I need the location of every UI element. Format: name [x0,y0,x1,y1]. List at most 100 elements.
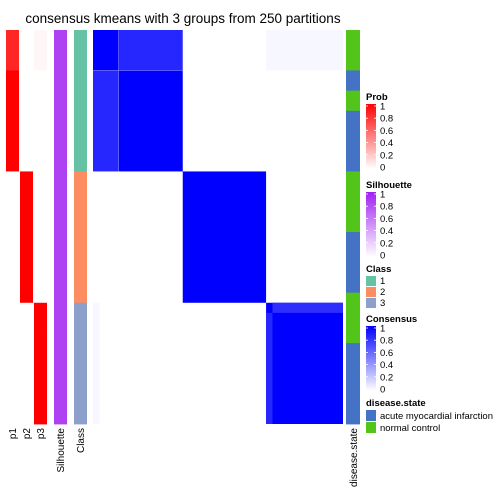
class-cell [74,353,87,364]
colorbar-tick: 0.8 [380,336,393,347]
p2-cell [20,323,33,334]
p1-cell [6,192,19,203]
colorbar-tick: 1 [380,102,385,113]
p2-cell [20,343,33,354]
p2-cell [20,373,33,384]
p3-cell [34,373,47,384]
class-cell [74,81,87,92]
consensus-block [266,30,343,70]
annotation-label: Silhouette [56,428,67,473]
p1-cell [6,40,19,51]
silhouette-cell [54,30,67,41]
class-cell [74,343,87,354]
disease-state-cell [346,363,360,374]
p2-cell [20,131,33,142]
annotation-label: p1 [8,428,19,440]
class-cell [74,384,87,395]
class-cell [74,182,87,193]
class-cell [74,141,87,152]
colorbar-tick: 0.6 [380,348,393,359]
p3-cell [34,91,47,102]
p3-cell [34,272,47,283]
p3-cell [34,192,47,203]
disease-state-cell [346,404,360,415]
p1-cell [6,212,19,223]
p3-cell [34,343,47,354]
p3-cell [34,333,47,344]
p1-cell [6,272,19,283]
p2-cell [20,232,33,243]
silhouette-cell [54,50,67,61]
colorbar [366,326,376,391]
p1-cell [6,394,19,405]
class-cell [74,202,87,213]
p3-cell [34,283,47,294]
colorbar-tick: 0.2 [380,238,393,249]
disease-state-cell [346,252,360,263]
disease-state-cell [346,91,360,102]
p3-cell [34,50,47,61]
class-cell [74,30,87,41]
p2-cell [20,161,33,172]
colorbar-tick: 0.4 [380,226,393,237]
disease-state-cell [346,323,360,334]
p2-cell [20,404,33,415]
p2-cell [20,262,33,273]
p2-cell [20,91,33,102]
disease-state-cell [346,131,360,142]
p3-cell [34,363,47,374]
class-cell [74,111,87,122]
p2-cell [20,141,33,152]
silhouette-cell [54,293,67,304]
p3-cell [34,323,47,334]
p3-cell [34,404,47,415]
legend-swatch [366,298,376,308]
p1-cell [6,333,19,344]
silhouette-cell [54,101,67,112]
colorbar-tick: 1 [380,190,385,201]
class-cell [74,151,87,162]
class-cell [74,293,87,304]
p3-cell [34,30,47,41]
p3-cell [34,222,47,233]
disease-state-cell [346,232,360,243]
silhouette-cell [54,182,67,193]
p2-cell [20,30,33,41]
legend-label: 3 [380,298,385,309]
class-cell [74,272,87,283]
silhouette-cell [54,40,67,51]
p2-cell [20,252,33,263]
colorbar [366,192,376,257]
p2-cell [20,293,33,304]
disease-state-cell [346,343,360,354]
silhouette-cell [54,70,67,81]
disease-state-cell [346,373,360,384]
p2-cell [20,222,33,233]
colorbar-tick: 0 [380,251,385,262]
p2-cell [20,192,33,203]
disease-state-cell [346,384,360,395]
legend-title: Silhouette [366,180,412,191]
class-cell [74,101,87,112]
p1-cell [6,131,19,142]
p3-cell [34,182,47,193]
disease-state-cell [346,50,360,61]
p3-cell [34,202,47,213]
consensus-block [272,303,343,313]
legends: Prob10.80.60.40.20Silhouette10.80.60.40.… [366,92,493,434]
p3-cell [34,40,47,51]
p1-cell [6,60,19,70]
class-cell [74,252,87,263]
disease-state-cell [346,70,360,81]
consensus-block [93,303,99,424]
p3-cell [34,81,47,92]
p1-cell [6,121,19,132]
disease-state-cell [346,171,360,182]
p1-cell [6,404,19,415]
p1-cell [6,141,19,152]
colorbar-tick: 0.2 [380,150,393,161]
p2-cell [20,363,33,374]
silhouette-cell [54,60,67,70]
colorbar-tick: 0.6 [380,126,393,137]
p1-cell [6,91,19,102]
